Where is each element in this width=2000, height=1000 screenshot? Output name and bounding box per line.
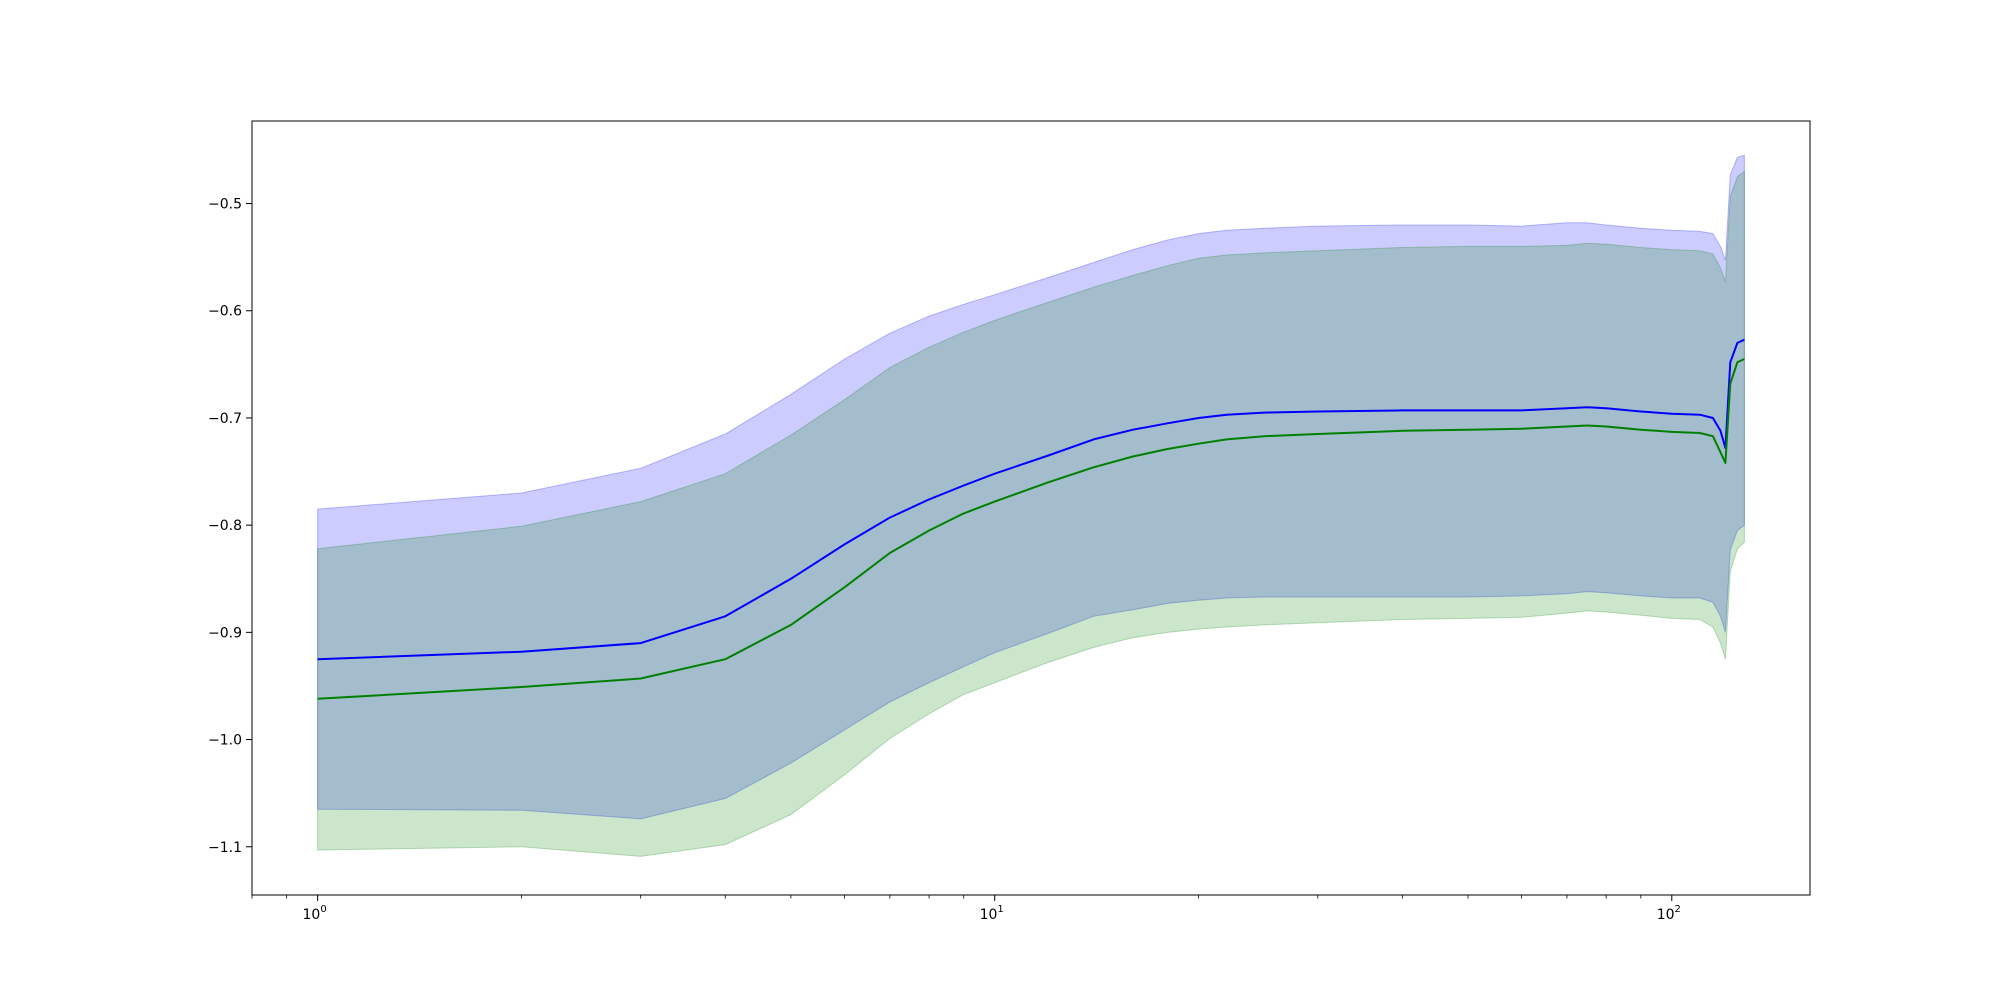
confidence-bands — [317, 154, 1745, 857]
y-tick-label: −0.8 — [208, 518, 242, 534]
x-tick-label: 101 — [980, 904, 1004, 923]
y-tick-label: −0.6 — [208, 304, 242, 320]
series-0-line — [317, 338, 1745, 661]
y-tick-label: −0.5 — [208, 197, 242, 213]
series-lines — [317, 338, 1745, 700]
series-0-band — [317, 154, 1745, 820]
series-1-band — [317, 170, 1745, 857]
y-tick-label: −1.0 — [208, 733, 242, 749]
plot-frame — [251, 120, 1811, 896]
x-tick-label: 102 — [1657, 904, 1681, 923]
y-tick-label: −1.1 — [208, 840, 242, 856]
x-axis: 100 101 102 — [251, 895, 1681, 923]
x-tick-label: 100 — [303, 904, 327, 923]
y-tick-label: −0.7 — [208, 411, 242, 427]
y-axis: −0.5 −0.6 −0.7 −0.8 −0.9 −1.0 −1.1 — [208, 197, 252, 856]
series-1-line — [317, 358, 1745, 700]
y-tick-label: −0.9 — [208, 625, 242, 641]
